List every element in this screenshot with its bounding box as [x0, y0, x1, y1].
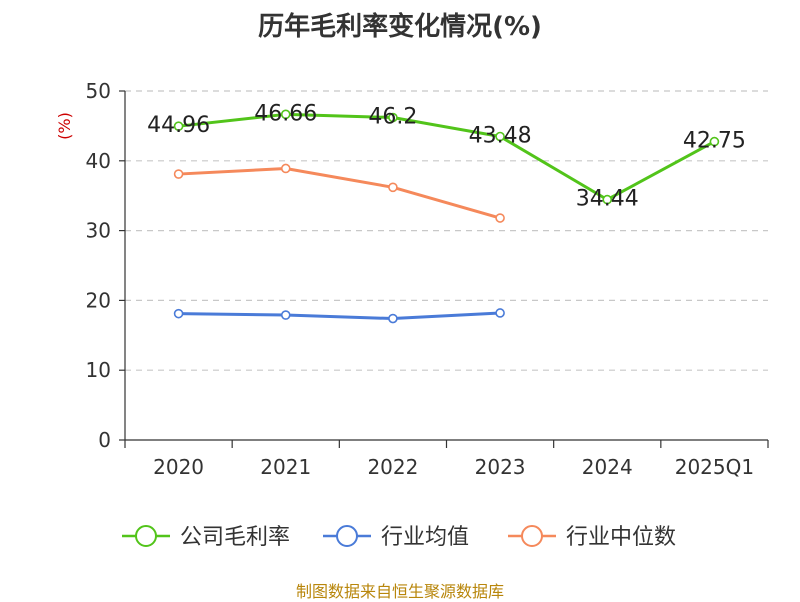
y-tick-label: 40: [86, 149, 111, 173]
y-tick-label: 50: [86, 79, 111, 103]
data-label: 34.44: [576, 187, 639, 212]
x-tick-label: 2025Q1: [675, 455, 754, 479]
data-point: [495, 131, 505, 142]
y-tick-label: 20: [86, 288, 111, 312]
data-label: 42.75: [683, 129, 746, 154]
series-line-0: [178, 112, 716, 202]
series-line-1: [178, 311, 501, 321]
x-tick-label: 2023: [475, 455, 526, 479]
data-point: [173, 308, 184, 319]
axes: 0 10 20 30 40 50 (%) 2020 2021 2022 2023 2024 2025Q1: [55, 79, 769, 479]
data-point: [495, 213, 505, 223]
data-label: 46.66: [254, 101, 317, 126]
y-tick-label: 30: [86, 219, 111, 243]
y-tick-label: 0: [98, 428, 111, 452]
y-tick-label: 10: [86, 358, 111, 382]
x-tick-label: 2021: [260, 455, 311, 479]
data-label: 46.2: [368, 105, 417, 130]
data-label: 43.48: [469, 124, 532, 149]
legend-swatch-marker: [135, 525, 157, 547]
data-point: [173, 169, 184, 179]
data-label: 44.96: [147, 113, 210, 138]
legend-label: 公司毛利率: [180, 525, 290, 550]
data-point: [709, 136, 720, 147]
data-point: [280, 163, 291, 174]
data-point: [280, 310, 291, 320]
series-lines: [173, 109, 720, 324]
legend-swatch-marker: [336, 525, 358, 547]
chart-title: 历年毛利率变化情况(%): [258, 12, 542, 42]
legend: 公司毛利率 行业均值 行业中位数: [122, 525, 676, 550]
data-point: [495, 308, 505, 318]
source-note: 制图数据来自恒生聚源数据库: [295, 582, 504, 601]
y-axis-unit: (%): [55, 112, 74, 140]
grid-lines: [125, 90, 768, 371]
series-line-2: [178, 166, 501, 220]
data-point: [602, 194, 613, 205]
data-point: [388, 313, 398, 324]
data-labels: 44.96 46.66 46.2 43.48 34.44 42.75: [147, 101, 746, 211]
x-tick-label: 2022: [367, 455, 418, 479]
x-tick-label: 2024: [582, 455, 633, 479]
data-point: [388, 112, 398, 123]
data-point: [388, 182, 398, 193]
legend-swatch-marker: [521, 525, 543, 547]
data-point: [280, 109, 291, 120]
x-tick-label: 2020: [153, 455, 204, 479]
legend-label: 行业中位数: [566, 525, 676, 550]
legend-label: 行业均值: [381, 525, 469, 550]
data-point: [173, 121, 184, 131]
